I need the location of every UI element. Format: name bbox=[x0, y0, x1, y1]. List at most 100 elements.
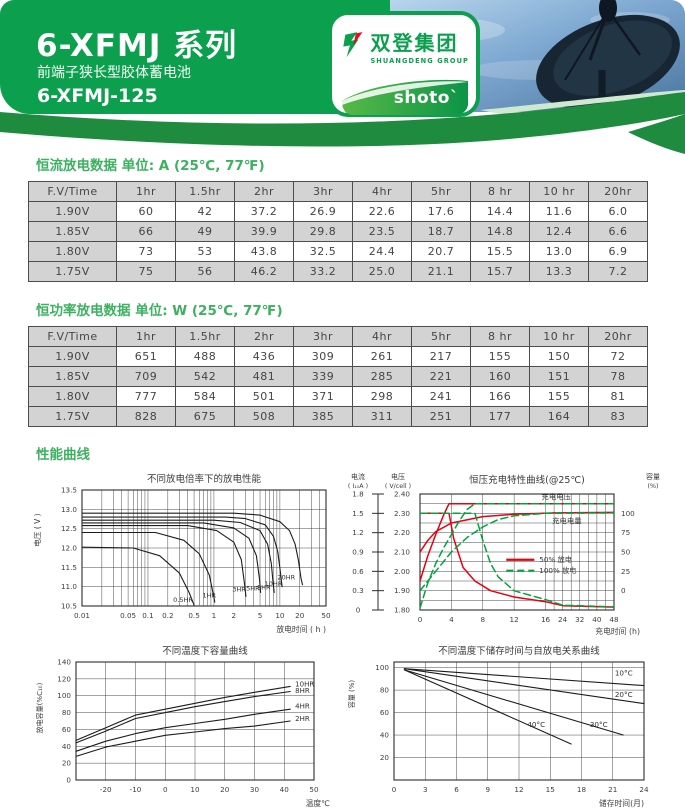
data-cell: 12.4 bbox=[529, 221, 589, 242]
performance-curves-title: 性能曲线 bbox=[36, 447, 90, 463]
svg-text:(%): (%) bbox=[648, 483, 659, 490]
data-cell: 828 bbox=[116, 406, 176, 427]
data-cell: 14.4 bbox=[470, 201, 530, 222]
data-cell: 42 bbox=[175, 201, 235, 222]
svg-text:2.00: 2.00 bbox=[394, 567, 410, 576]
svg-text:24: 24 bbox=[558, 615, 568, 624]
svg-text:10°C: 10°C bbox=[615, 668, 633, 677]
data-cell: 73 bbox=[116, 241, 176, 262]
svg-text:12.0: 12.0 bbox=[61, 544, 77, 553]
data-cell: 371 bbox=[293, 386, 353, 407]
svg-text:电流: 电流 bbox=[351, 472, 365, 481]
column-header: 5hr bbox=[411, 181, 471, 202]
data-cell: 651 bbox=[116, 346, 176, 367]
svg-text:1.5: 1.5 bbox=[352, 509, 363, 518]
table-row: 1.80V 777 584 501 371 298 241 166 155 81 bbox=[28, 386, 648, 407]
column-header: 10 hr bbox=[529, 326, 589, 347]
data-cell: 150 bbox=[529, 346, 589, 367]
svg-text:9: 9 bbox=[485, 785, 490, 794]
row-header: 1.85V bbox=[28, 221, 117, 242]
svg-text:放电容量(%C₁₀): 放电容量(%C₁₀) bbox=[35, 682, 44, 733]
data-cell: 39.9 bbox=[234, 221, 294, 242]
svg-text:0.01: 0.01 bbox=[74, 611, 90, 620]
series-title: 6-XFMJ 系列 bbox=[36, 28, 238, 64]
data-cell: 488 bbox=[175, 346, 235, 367]
row-header: 1.85V bbox=[28, 366, 117, 387]
row-header: 1.80V bbox=[28, 241, 117, 262]
svg-text:11.0: 11.0 bbox=[61, 582, 77, 591]
data-cell: 66 bbox=[116, 221, 176, 242]
table-row: 1.75V 75 56 46.2 33.2 25.0 21.1 15.7 13.3 7.2 bbox=[28, 261, 648, 282]
row-header: 1.75V bbox=[28, 406, 117, 427]
svg-text:10.5: 10.5 bbox=[61, 602, 77, 611]
svg-text:8HR: 8HR bbox=[257, 583, 271, 591]
svg-text:0.5: 0.5 bbox=[188, 611, 199, 620]
column-header: 10 hr bbox=[529, 181, 589, 202]
table-row: 1.90V 60 42 37.2 26.9 22.6 17.6 14.4 11.6 6.0 bbox=[28, 201, 648, 222]
svg-text:13.0: 13.0 bbox=[61, 505, 77, 514]
data-cell: 21.1 bbox=[411, 261, 471, 282]
data-cell: 25.0 bbox=[352, 261, 412, 282]
svg-text:40: 40 bbox=[380, 731, 390, 740]
content-area: 恒流放电数据 单位: A (25℃, 77℉) F.V/Time 1hr 1.5hr… bbox=[0, 118, 685, 808]
column-header: 1hr bbox=[116, 181, 176, 202]
svg-text:10: 10 bbox=[275, 611, 285, 620]
column-header: 20hr bbox=[588, 181, 648, 202]
svg-text:20: 20 bbox=[220, 785, 230, 794]
svg-text:恒压充电特性曲线(@25℃): 恒压充电特性曲线(@25℃) bbox=[469, 474, 585, 486]
svg-text:2.30: 2.30 bbox=[394, 509, 410, 518]
data-cell: 26.9 bbox=[293, 201, 353, 222]
dish-shape bbox=[536, 0, 680, 112]
data-cell: 221 bbox=[411, 366, 471, 387]
svg-text:0.1: 0.1 bbox=[142, 611, 153, 620]
svg-text:40: 40 bbox=[592, 615, 602, 624]
svg-text:50: 50 bbox=[309, 785, 319, 794]
svg-text:1.2: 1.2 bbox=[352, 528, 363, 537]
svg-text:60: 60 bbox=[62, 725, 72, 734]
data-cell: 81 bbox=[588, 386, 648, 407]
logo-cn-text: 双登集团 bbox=[370, 31, 459, 55]
discharge-rate-chart: 不同放电倍率下的放电性能10.511.011.512.012.513.013.5… bbox=[32, 473, 331, 634]
chart-cell-4: 不同温度下储存时间与自放电关系曲线 20 40 60 80 100 10°C 20°C 30°C… bbox=[338, 642, 676, 808]
svg-text:15: 15 bbox=[546, 785, 555, 794]
logo-en-text: SHUANGDENG GROUP bbox=[370, 57, 469, 65]
svg-text:3HR: 3HR bbox=[232, 585, 246, 593]
data-cell: 584 bbox=[175, 386, 235, 407]
svg-text:120: 120 bbox=[57, 674, 71, 683]
svg-text:容量 (%): 容量 (%) bbox=[347, 680, 356, 709]
data-cell: 13.3 bbox=[529, 261, 589, 282]
svg-text:8: 8 bbox=[480, 615, 485, 624]
svg-text:13.5: 13.5 bbox=[61, 486, 77, 495]
svg-text:100% 放电: 100% 放电 bbox=[539, 566, 576, 575]
brand-logo: 双登集团 SHUANGDENG GROUP shoto` bbox=[328, 11, 480, 117]
svg-text:不同温度下容量曲线: 不同温度下容量曲线 bbox=[162, 645, 248, 657]
svg-text:充电时间 (h): 充电时间 (h) bbox=[595, 626, 640, 636]
constant-current-table: F.V/Time 1hr 1.5hr 2hr 3hr 4hr 5hr 8 hr 10 hr 20h… bbox=[28, 181, 648, 282]
row-header: 1.75V bbox=[28, 261, 117, 282]
svg-text:100: 100 bbox=[375, 663, 389, 672]
data-cell: 72 bbox=[588, 346, 648, 367]
column-header: 8 hr bbox=[470, 326, 530, 347]
data-cell: 46.2 bbox=[234, 261, 294, 282]
svg-text:0.5HR: 0.5HR bbox=[173, 596, 193, 604]
svg-text:0: 0 bbox=[392, 785, 397, 794]
column-header: F.V/Time bbox=[28, 181, 117, 202]
table-row: 1.80V 73 53 43.8 32.5 24.4 20.7 15.5 13.0 6.9 bbox=[28, 241, 648, 262]
data-cell: 6.0 bbox=[588, 201, 648, 222]
svg-text:放电时间 ( h ): 放电时间 ( h ) bbox=[276, 624, 326, 634]
svg-text:0.05: 0.05 bbox=[120, 611, 136, 620]
svg-text:80: 80 bbox=[380, 686, 390, 695]
svg-text:-20: -20 bbox=[100, 785, 112, 794]
svg-text:0: 0 bbox=[163, 785, 168, 794]
data-cell: 385 bbox=[293, 406, 353, 427]
svg-text:1.80: 1.80 bbox=[394, 606, 410, 615]
row-header: 1.90V bbox=[28, 201, 117, 222]
data-cell: 78 bbox=[588, 366, 648, 387]
svg-text:0.3: 0.3 bbox=[352, 586, 363, 595]
data-cell: 339 bbox=[293, 366, 353, 387]
svg-text:1.8: 1.8 bbox=[352, 490, 364, 499]
svg-text:75: 75 bbox=[621, 528, 630, 537]
svg-text:12.5: 12.5 bbox=[61, 524, 77, 533]
data-cell: 53 bbox=[175, 241, 235, 262]
